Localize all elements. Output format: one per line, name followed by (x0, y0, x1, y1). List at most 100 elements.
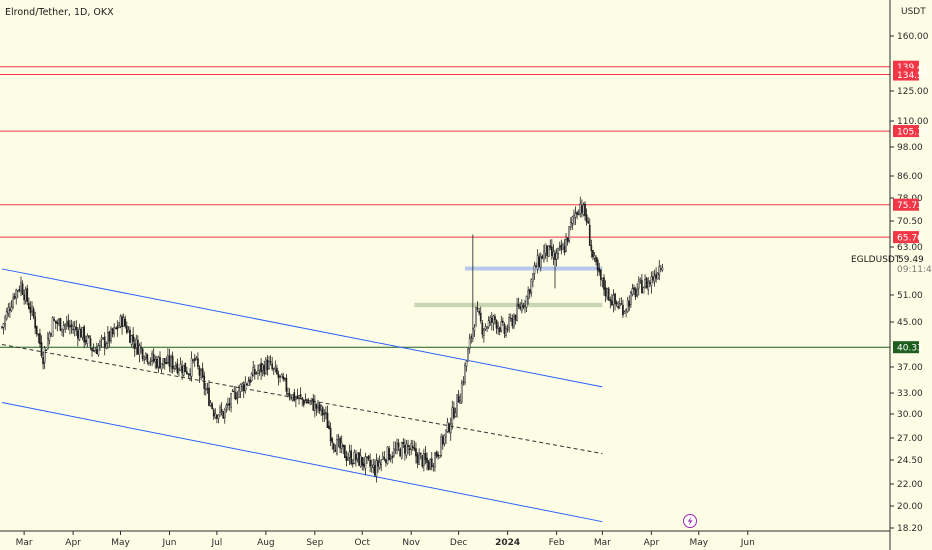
candle-body (524, 305, 526, 307)
price-tick-label: 125.00 (897, 87, 929, 97)
candle-body (498, 327, 501, 333)
candle-body (184, 362, 187, 373)
green-zone (414, 302, 603, 308)
bar-countdown: 09:11:42 (897, 265, 932, 275)
candle-body (509, 317, 512, 320)
time-axis[interactable]: Mar Apr May Jun Jul Aug Sep Oct Nov Dec 2024 Feb Mar… (16, 531, 755, 548)
candle-body (460, 383, 463, 403)
candle-body (435, 451, 438, 457)
level-badge-105.19 (893, 125, 919, 138)
candle-body (144, 352, 147, 358)
candle-body (291, 394, 294, 401)
candle-body (516, 305, 518, 321)
candle-body (653, 275, 656, 282)
candle-body (407, 445, 409, 448)
candle-body (12, 298, 14, 308)
candle-body (317, 402, 319, 408)
candle-body (122, 317, 125, 327)
candle-body (377, 460, 379, 467)
candle-body (604, 287, 607, 297)
lightning-icon[interactable] (683, 514, 697, 528)
candle-body (125, 325, 128, 333)
candle-body (34, 316, 37, 329)
candle-body (76, 330, 79, 339)
candle-body (445, 429, 447, 438)
candle-body (132, 334, 134, 342)
candle-body (295, 397, 297, 400)
candle-body (389, 457, 392, 460)
candle-body (173, 365, 176, 369)
candle-body (157, 356, 160, 368)
candle-body (552, 251, 555, 258)
candle-body (562, 244, 564, 250)
candle-body (2, 323, 5, 328)
candle-body (607, 288, 610, 301)
candle-body (212, 409, 215, 417)
time-tick-label: Aug (257, 538, 275, 548)
chart-title: Elrond/Tether, 1D, OKX (5, 7, 114, 18)
candle-body (554, 252, 556, 260)
candle-body (165, 362, 168, 365)
candle-body (345, 456, 348, 461)
candle-body (91, 347, 93, 351)
candle-body (378, 462, 381, 469)
candle-body (459, 400, 462, 404)
level-badge-label: 105.19 (897, 128, 929, 138)
candle-body (113, 327, 116, 334)
channel-lower (1, 402, 603, 523)
candle-body (471, 328, 474, 339)
candle-body (641, 280, 643, 294)
candle-body (162, 358, 165, 365)
candle-body (337, 439, 340, 441)
candle-body (135, 339, 138, 348)
candle-body (241, 383, 244, 387)
candle-body (381, 456, 384, 460)
candle-body (193, 358, 196, 362)
candle-body (581, 205, 583, 213)
candle-body (645, 278, 648, 289)
candle-body (279, 375, 281, 377)
candle-body (432, 465, 435, 467)
candle-body (620, 303, 623, 305)
time-tick-label: May (111, 538, 130, 548)
candle-body (587, 221, 590, 224)
candle-body (424, 453, 427, 461)
candle-body (413, 447, 416, 450)
candle-body (124, 318, 127, 327)
channel-upper (1, 268, 603, 388)
candle-body (230, 393, 232, 408)
candle-body (585, 214, 588, 222)
candle-body (274, 366, 277, 370)
candle-body (236, 397, 239, 399)
candle-body (408, 448, 411, 451)
candle-body (569, 222, 572, 228)
candle-body (258, 364, 261, 371)
price-tick-label: 30.00 (897, 410, 923, 420)
candle-body (198, 367, 201, 376)
candle-body (204, 389, 207, 391)
candle-body (430, 458, 433, 468)
candle-body (174, 365, 177, 369)
candle-body (596, 259, 599, 271)
candle-body (118, 325, 120, 328)
candle-body (446, 422, 449, 432)
candle-body (127, 329, 130, 333)
candle-body (89, 338, 92, 347)
candle-body (99, 341, 101, 347)
candle-body (299, 394, 302, 397)
candle-body (364, 456, 367, 469)
level-badge-label: 40.33 (897, 344, 923, 354)
candle-body (539, 255, 542, 268)
candle-body (192, 359, 195, 361)
level-badge-label: 65.76 (897, 234, 923, 244)
candle-body (475, 307, 477, 327)
candle-body (4, 316, 7, 325)
time-tick-label: Jun (740, 538, 755, 548)
candle-body (231, 390, 234, 392)
candle-body (228, 403, 231, 406)
candle-body (332, 443, 335, 450)
currency-label[interactable]: USDT (901, 7, 926, 17)
candle-body (629, 291, 632, 305)
